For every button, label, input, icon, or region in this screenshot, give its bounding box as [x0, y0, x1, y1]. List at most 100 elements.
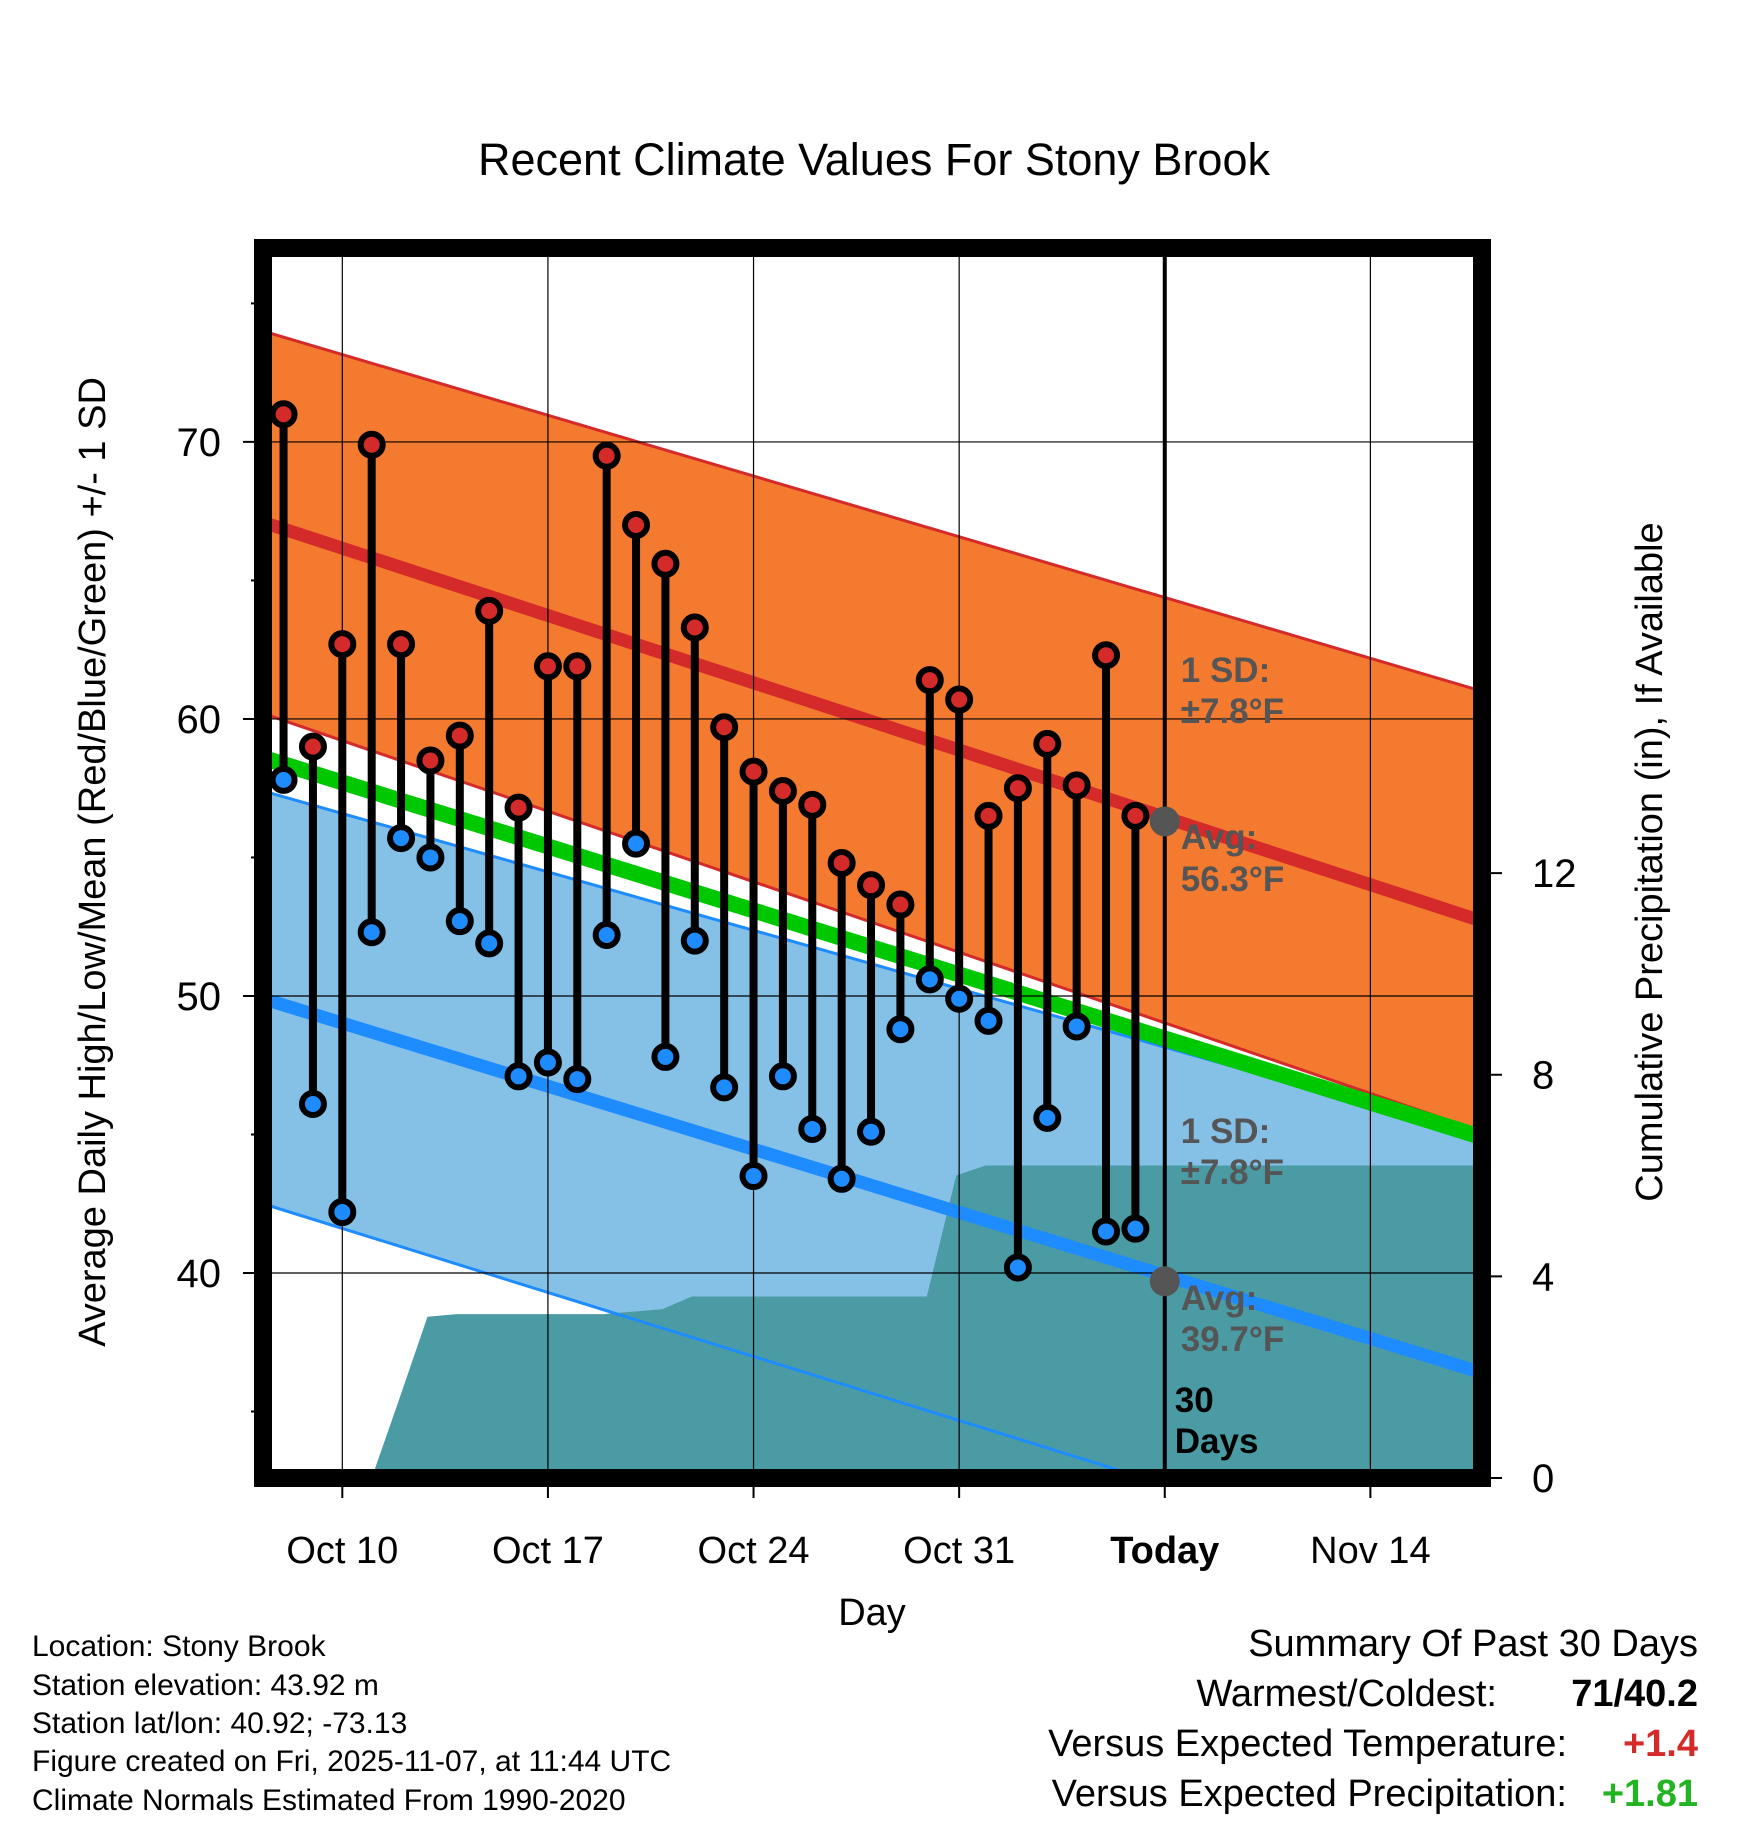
daily-low-point	[739, 1162, 768, 1191]
high-avg-value: 56.3°F	[1181, 860, 1285, 899]
high-sd-label: 1 SD:	[1181, 651, 1270, 690]
daily-low-point	[710, 1073, 739, 1102]
daily-high-point	[710, 713, 739, 742]
y-axis-left-label: Average Daily High/Low/Mean (Red/Blue/Gr…	[72, 377, 114, 1347]
daily-high-point	[1062, 771, 1091, 800]
x-tick-label: Nov 14	[1310, 1530, 1430, 1572]
daily-high-point	[533, 652, 562, 681]
window-days-label: Days	[1175, 1422, 1259, 1461]
y2-tick-label: 4	[1532, 1255, 1554, 1299]
daily-low-point	[1003, 1253, 1032, 1282]
daily-low-point	[504, 1062, 533, 1091]
low-average-marker	[1149, 1266, 1180, 1297]
daily-low-point	[1033, 1103, 1062, 1132]
chart-title: Recent Climate Values For Stony Brook	[478, 134, 1271, 185]
daily-high-point	[387, 630, 416, 659]
daily-low-point	[974, 1006, 1003, 1035]
station-info: Location: Stony Brook Station elevation:…	[32, 1630, 671, 1817]
normals-text: Climate Normals Estimated From 1990-2020	[32, 1784, 626, 1817]
y-tick-label: 60	[177, 698, 222, 742]
y-tick-label: 70	[177, 421, 222, 465]
daily-high-point	[328, 630, 357, 659]
elevation-text: Station elevation: 43.92 m	[32, 1669, 379, 1702]
daily-high-point	[857, 871, 886, 900]
daily-low-point	[651, 1042, 680, 1071]
daily-low-point	[563, 1065, 592, 1094]
daily-low-point	[680, 926, 709, 955]
daily-low-point	[416, 843, 445, 872]
x-tick-label: Oct 31	[903, 1530, 1015, 1572]
low-normal-line	[263, 992, 1482, 1379]
daily-low-point	[1062, 1012, 1091, 1041]
x-tick-label: Oct 24	[698, 1530, 810, 1572]
y-axis-right: 0 4 8 12	[1482, 852, 1577, 1501]
x-tick-label: Oct 17	[492, 1530, 604, 1572]
low-sd-lower-line	[263, 1202, 1149, 1478]
expected-precipitation-value: +1.81	[1602, 1773, 1698, 1815]
plot-area	[263, 248, 1482, 1478]
high-average-marker	[1149, 806, 1180, 837]
y2-tick-label: 12	[1532, 852, 1577, 896]
daily-high-point	[915, 666, 944, 695]
high-sd-upper-line	[263, 329, 1482, 693]
daily-high-point	[1003, 774, 1032, 803]
daily-low-point	[298, 1090, 327, 1119]
daily-high-point	[357, 430, 386, 459]
daily-low-point	[886, 1015, 915, 1044]
y-tick-label: 40	[177, 1252, 222, 1296]
daily-low-point	[915, 965, 944, 994]
daily-high-point	[563, 652, 592, 681]
window-days-number: 30	[1175, 1381, 1214, 1420]
y-axis-left: 40 50 60 70	[177, 302, 263, 1413]
daily-high-point	[680, 613, 709, 642]
daily-low-point	[945, 984, 974, 1013]
daily-low-point	[328, 1198, 357, 1227]
daily-high-point	[504, 793, 533, 822]
summary-panel: Summary Of Past 30 Days Warmest/Coldest:…	[1048, 1623, 1698, 1815]
daily-high-point	[798, 790, 827, 819]
high-avg-label: Avg:	[1181, 818, 1257, 857]
high-sd-band	[263, 331, 1482, 1132]
daily-low-point	[387, 824, 416, 853]
daily-high-point	[298, 732, 327, 761]
daily-high-point	[269, 400, 298, 429]
y2-tick-label: 0	[1532, 1457, 1554, 1501]
daily-low-point	[768, 1062, 797, 1091]
warmest-coldest-label: Warmest/Coldest:	[1196, 1673, 1497, 1715]
daily-high-point	[886, 890, 915, 919]
daily-high-point	[1092, 641, 1121, 670]
warmest-coldest-value: 71/40.2	[1571, 1673, 1698, 1715]
low-sd-value: ±7.8°F	[1181, 1153, 1284, 1192]
latlon-text: Station lat/lon: 40.92; -73.13	[32, 1707, 407, 1740]
daily-high-low-marks	[269, 400, 1150, 1282]
daily-high-point	[1121, 801, 1150, 830]
daily-low-point	[475, 929, 504, 958]
daily-low-point	[1092, 1217, 1121, 1246]
created-text: Figure created on Fri, 2025-11-07, at 11…	[32, 1745, 671, 1778]
daily-low-point	[1121, 1214, 1150, 1243]
expected-temperature-value: +1.4	[1623, 1723, 1698, 1765]
daily-low-point	[269, 765, 298, 794]
daily-high-point	[1033, 729, 1062, 758]
daily-high-point	[945, 685, 974, 714]
daily-low-point	[445, 907, 474, 936]
daily-low-point	[798, 1114, 827, 1143]
daily-high-point	[622, 511, 651, 540]
daily-low-point	[533, 1048, 562, 1077]
expected-temperature-label: Versus Expected Temperature:	[1048, 1723, 1567, 1765]
daily-low-point	[622, 829, 651, 858]
location-text: Location: Stony Brook	[32, 1630, 327, 1663]
daily-high-point	[768, 776, 797, 805]
daily-low-point	[857, 1117, 886, 1146]
daily-low-point	[592, 921, 621, 950]
daily-low-point	[357, 918, 386, 947]
x-tick-label: Oct 10	[286, 1530, 398, 1572]
daily-high-point	[827, 849, 856, 877]
low-avg-value: 39.7°F	[1181, 1320, 1285, 1359]
x-axis-label: Day	[838, 1592, 906, 1634]
daily-high-point	[651, 549, 680, 578]
daily-high-point	[416, 746, 445, 775]
high-sd-value: ±7.8°F	[1181, 692, 1284, 731]
y-tick-label: 50	[177, 975, 222, 1019]
